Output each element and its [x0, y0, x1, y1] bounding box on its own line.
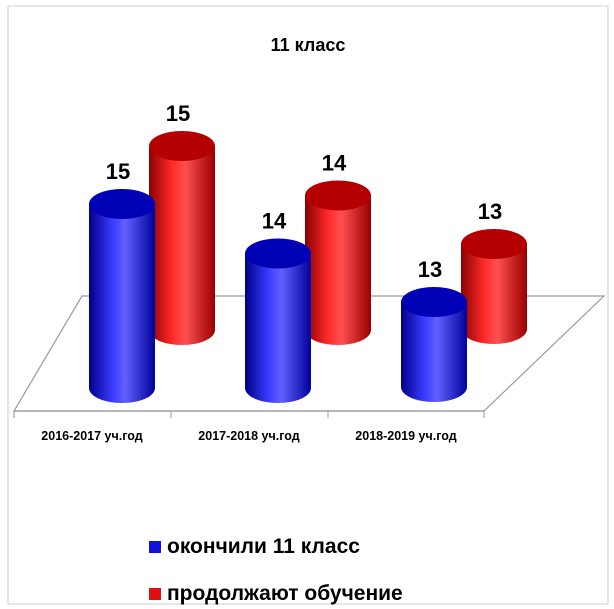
bar-finished-0: 15 [89, 159, 155, 403]
data-label: 14 [322, 151, 347, 176]
floor-front-edge [13, 410, 485, 418]
x-tick-label: 2018-2019 уч.год [355, 429, 456, 443]
chart-title: 11 класс [271, 35, 346, 55]
x-tick-labels: 2016-2017 уч.год 2017-2018 уч.год 2018-201… [41, 429, 456, 443]
x-tick-label: 2017-2018 уч.год [198, 429, 299, 443]
data-label: 13 [418, 257, 442, 282]
bar-continuing-0: 15 [149, 101, 215, 345]
legend-label: окончили 11 класс [167, 535, 360, 558]
data-label: 14 [262, 209, 287, 234]
bar-finished-2: 13 [401, 257, 467, 402]
bar-finished-1: 14 [245, 209, 311, 403]
bar-continuing-1: 14 [305, 151, 371, 345]
x-tick-label: 2016-2017 уч.год [41, 429, 142, 443]
legend-label: продолжают обучение [167, 582, 403, 605]
data-label: 13 [478, 199, 502, 224]
legend: окончили 11 класс продолжают обучение [149, 535, 403, 605]
bar-continuing-2: 13 [461, 199, 527, 344]
data-label: 15 [166, 101, 190, 126]
legend-swatch [149, 588, 161, 600]
data-label: 15 [106, 159, 130, 184]
bars: 15 14 13 15 14 13 [89, 101, 527, 403]
legend-swatch [149, 541, 161, 553]
